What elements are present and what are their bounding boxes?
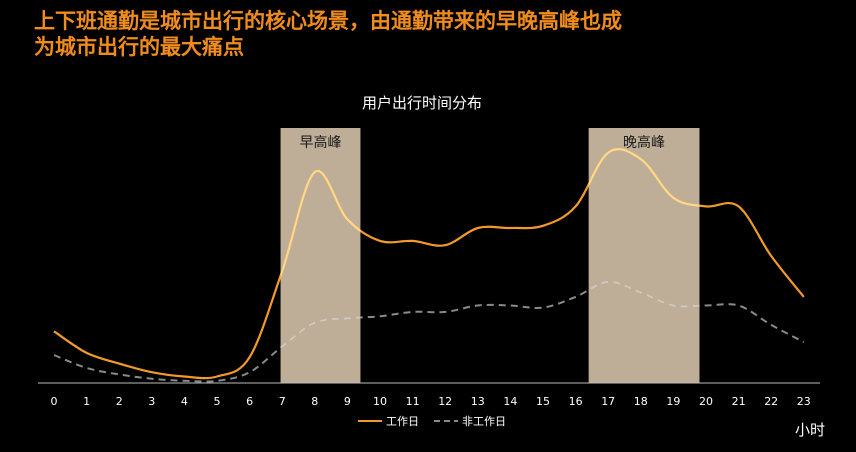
- headline-line-1: 上下班通勤是城市出行的核心场景，由通勤带来的早晚高峰也成: [34, 9, 622, 33]
- peak-band-label-0: 早高峰: [300, 134, 342, 151]
- x-tick-label: 7: [279, 395, 286, 408]
- legend-label-1: 非工作日: [462, 415, 506, 428]
- x-tick-label: 18: [634, 395, 648, 408]
- x-tick-label: 16: [569, 395, 583, 408]
- x-tick-label: 3: [148, 395, 155, 408]
- x-tick-label: 9: [344, 395, 351, 408]
- peak-band-label-1: 晚高峰: [623, 134, 665, 151]
- x-tick-label: 22: [764, 395, 778, 408]
- x-tick-label: 19: [666, 395, 680, 408]
- x-tick-label: 14: [503, 395, 517, 408]
- x-tick-label: 13: [471, 395, 485, 408]
- legend-label-0: 工作日: [386, 415, 419, 428]
- series-line-1: [53, 280, 805, 383]
- peak-band-1: [588, 128, 700, 383]
- x-axis-unit-label: 小时: [795, 421, 825, 439]
- x-tick-label: 23: [797, 395, 811, 408]
- x-tick-label: 4: [181, 395, 188, 408]
- x-tick-label: 10: [373, 395, 387, 408]
- x-tick-label: 0: [51, 395, 58, 408]
- x-tick-label: 15: [536, 395, 550, 408]
- x-tick-label: 17: [601, 395, 615, 408]
- x-tick-label: 8: [311, 395, 318, 408]
- x-tick-label: 6: [246, 395, 253, 408]
- headline-line-2: 为城市出行的最大痛点: [34, 35, 244, 59]
- x-tick-label: 11: [406, 395, 420, 408]
- legend: 工作日 非工作日: [358, 415, 506, 428]
- series-lines: [53, 148, 805, 383]
- headline: 上下班通勤是城市出行的核心场景，由通勤带来的早晚高峰也成 为城市出行的最大痛点: [34, 8, 834, 60]
- x-tick-label: 5: [214, 395, 221, 408]
- x-tick-label: 21: [732, 395, 746, 408]
- x-tick-label: 2: [116, 395, 123, 408]
- x-tick-label: 12: [438, 395, 452, 408]
- peak-bands: 早高峰 晚高峰: [280, 128, 700, 383]
- x-tick-label: 20: [699, 395, 713, 408]
- x-tick-label: 1: [83, 395, 90, 408]
- peak-band-0: [280, 128, 361, 383]
- chart-title: 用户出行时间分布: [362, 94, 482, 112]
- x-tick-labels: 0 1 2 3 4 5 6 7 8 9 10 11 12 13 14 15 16 17 18 19 20 21 22 23: [51, 395, 811, 408]
